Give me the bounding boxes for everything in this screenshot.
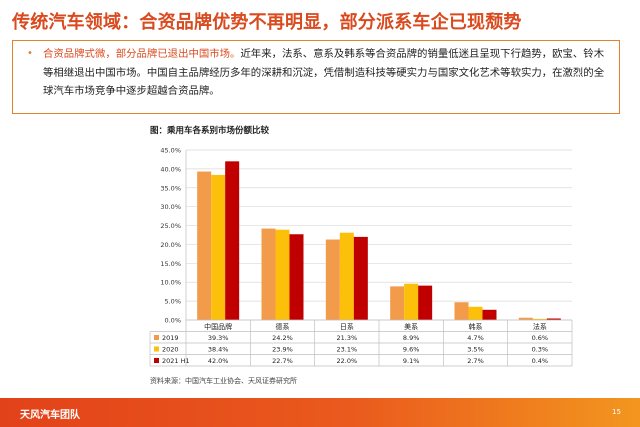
- page-number: 15: [612, 408, 621, 416]
- data-label: 24.2%: [272, 334, 293, 342]
- legend-swatch: [154, 346, 159, 352]
- y-tick-label: 35.0%: [160, 184, 181, 192]
- bar: [225, 161, 240, 320]
- legend-swatch: [154, 358, 159, 363]
- data-label: 23.1%: [337, 346, 358, 354]
- bar: [404, 283, 419, 320]
- category-label: 韩系: [469, 322, 483, 331]
- bullet-icon: •: [27, 48, 33, 59]
- y-tick-label: 25.0%: [160, 222, 181, 230]
- category-label: 法系: [533, 322, 547, 331]
- bar: [211, 174, 226, 320]
- y-tick-label: 15.0%: [160, 260, 181, 268]
- legend-label: 2019: [162, 334, 179, 342]
- category-label: 日系: [340, 322, 354, 331]
- bar: [353, 236, 368, 320]
- footer-bar: 天风汽车团队 15: [0, 398, 640, 427]
- data-label: 3.5%: [467, 346, 484, 354]
- summary-text: 近年来，法系、意系及韩系等合资品牌的销量低迷且呈现下行趋势，欧宝、铃木等相继退出…: [43, 48, 605, 98]
- bar: [325, 239, 340, 320]
- source-note: 资料来源：中国汽车工业协会、天风证券研究所: [150, 377, 297, 385]
- bar: [482, 309, 497, 320]
- data-label: 2.7%: [467, 357, 484, 365]
- category-label: 德系: [276, 322, 290, 331]
- data-label: 21.3%: [337, 334, 358, 342]
- category-label: 美系: [404, 322, 418, 331]
- data-label: 23.9%: [272, 346, 293, 354]
- data-label: 42.0%: [208, 357, 229, 365]
- y-tick-label: 5.0%: [164, 298, 181, 306]
- y-tick-label: 10.0%: [160, 279, 181, 287]
- y-tick-label: 40.0%: [160, 165, 181, 173]
- bar: [289, 234, 304, 320]
- data-label: 22.7%: [272, 357, 293, 365]
- bar: [275, 229, 290, 320]
- data-label: 0.6%: [532, 334, 549, 342]
- summary-highlight: 合资品牌式微，部分品牌已退出中国市场。: [43, 48, 241, 60]
- y-tick-label: 45.0%: [160, 147, 181, 155]
- market-share-chart: 0.0% 5.0% 10.0% 15.0% 20.0% 25.0% 30.0% 35.0% 40…: [149, 147, 573, 367]
- bar: [468, 306, 483, 320]
- data-label: 4.7%: [467, 334, 484, 342]
- y-tick-label: 20.0%: [160, 241, 181, 249]
- slide-title: 传统汽车领域：合资品牌优势不再明显，部分派系车企已现颓势: [12, 12, 522, 33]
- data-label: 39.3%: [208, 334, 229, 342]
- bar: [390, 286, 405, 320]
- legend-label: 2020: [162, 346, 179, 354]
- legend-swatch: [154, 335, 159, 340]
- data-label: 8.9%: [403, 334, 420, 342]
- y-tick-label: 30.0%: [160, 203, 181, 211]
- chart-caption: 图：乘用车各系别市场份额比较: [150, 126, 270, 136]
- data-label: 9.1%: [403, 357, 420, 365]
- summary-box: • 合资品牌式微，部分品牌已退出中国市场。近年来，法系、意系及韩系等合资品牌的销…: [12, 40, 620, 114]
- legend-label: 2021 H1: [162, 357, 190, 365]
- bar: [261, 228, 276, 320]
- data-label: 9.6%: [403, 346, 420, 354]
- data-label: 0.3%: [532, 346, 549, 354]
- bar: [197, 171, 212, 320]
- data-label: 22.0%: [337, 357, 358, 365]
- data-label: 38.4%: [208, 346, 229, 354]
- footer-team: 天风汽车团队: [20, 410, 80, 421]
- bar: [339, 232, 354, 320]
- bar: [546, 318, 561, 320]
- bar: [418, 285, 433, 320]
- bar: [532, 318, 547, 320]
- y-tick-label: 0.0%: [164, 317, 181, 325]
- bar: [454, 302, 469, 320]
- category-label: 中国品牌: [204, 322, 232, 331]
- data-label: 0.4%: [532, 357, 549, 365]
- bar: [518, 317, 533, 320]
